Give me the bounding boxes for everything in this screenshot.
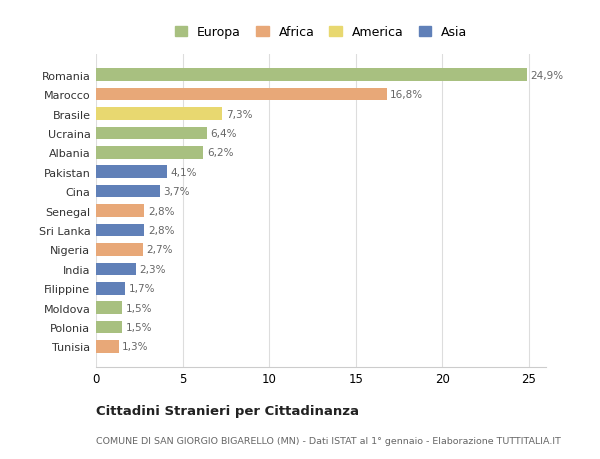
Text: Cittadini Stranieri per Cittadinanza: Cittadini Stranieri per Cittadinanza	[96, 404, 359, 417]
Bar	[96, 321, 122, 334]
Bar	[96, 166, 167, 179]
Text: 4,1%: 4,1%	[170, 168, 197, 177]
Text: 1,5%: 1,5%	[125, 303, 152, 313]
Bar	[96, 263, 136, 275]
Bar	[96, 147, 203, 159]
Bar	[96, 341, 119, 353]
Legend: Europa, Africa, America, Asia: Europa, Africa, America, Asia	[172, 24, 470, 42]
Text: 3,7%: 3,7%	[163, 187, 190, 197]
Text: 24,9%: 24,9%	[530, 71, 563, 80]
Text: 1,3%: 1,3%	[122, 342, 148, 352]
Text: 2,8%: 2,8%	[148, 206, 175, 216]
Bar	[96, 127, 207, 140]
Bar	[96, 69, 527, 82]
Bar	[96, 244, 143, 256]
Text: COMUNE DI SAN GIORGIO BIGARELLO (MN) - Dati ISTAT al 1° gennaio - Elaborazione T: COMUNE DI SAN GIORGIO BIGARELLO (MN) - D…	[96, 436, 561, 445]
Bar	[96, 302, 122, 314]
Bar	[96, 205, 145, 218]
Bar	[96, 108, 223, 121]
Text: 6,2%: 6,2%	[207, 148, 233, 158]
Bar	[96, 89, 387, 101]
Text: 2,8%: 2,8%	[148, 225, 175, 235]
Text: 1,7%: 1,7%	[129, 284, 155, 294]
Text: 2,7%: 2,7%	[146, 245, 173, 255]
Bar	[96, 282, 125, 295]
Bar	[96, 224, 145, 237]
Bar	[96, 185, 160, 198]
Text: 16,8%: 16,8%	[390, 90, 424, 100]
Text: 7,3%: 7,3%	[226, 109, 253, 119]
Text: 1,5%: 1,5%	[125, 322, 152, 332]
Text: 2,3%: 2,3%	[139, 264, 166, 274]
Text: 6,4%: 6,4%	[210, 129, 237, 139]
